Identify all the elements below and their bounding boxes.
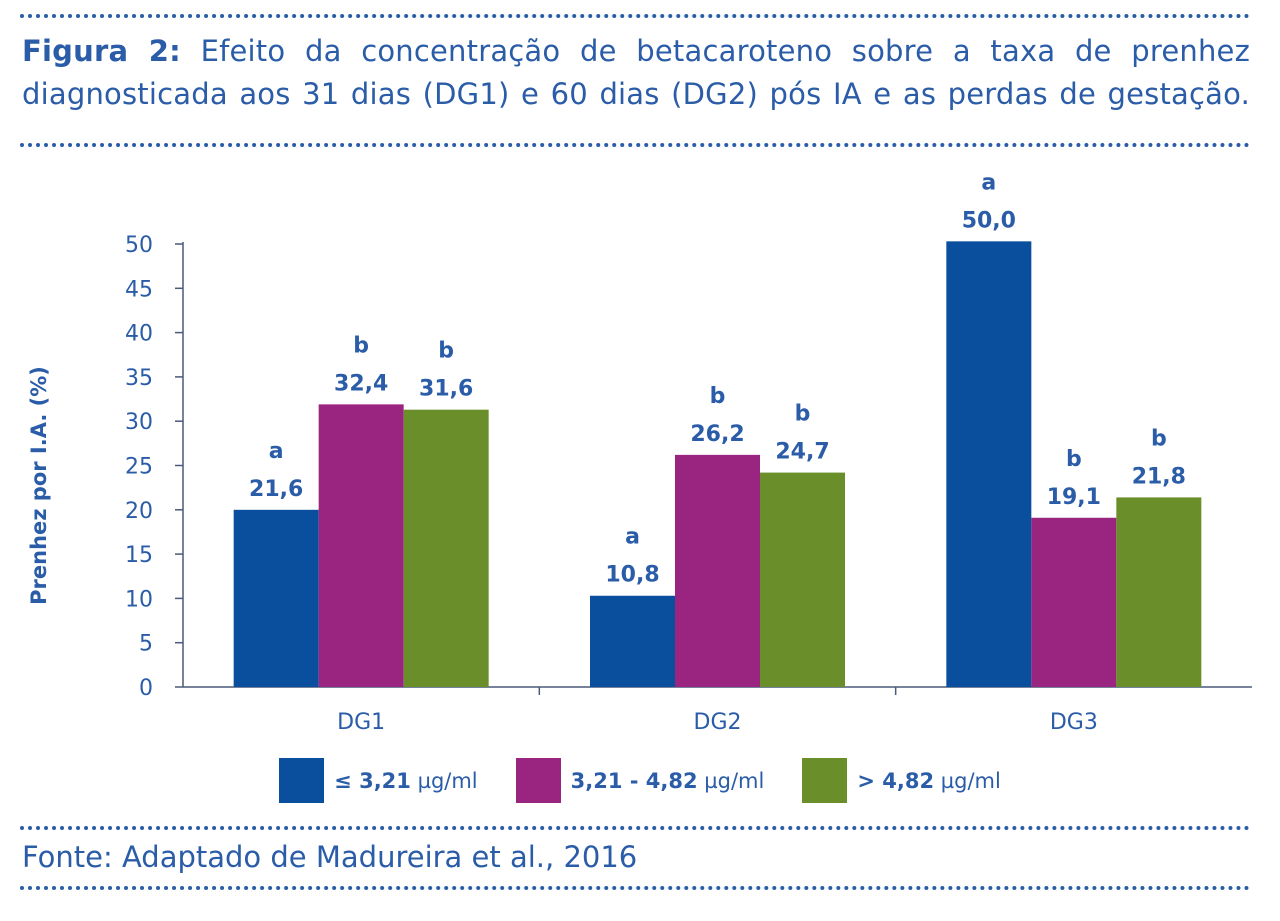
x-tick-label: DG1 [337, 710, 385, 735]
legend-unit-mid: µg/ml [697, 768, 765, 793]
bottom-divider [20, 886, 1250, 890]
legend-item-mid: 3,21 - 4,82 µg/ml [515, 758, 765, 803]
x-tick-label: DG3 [1050, 710, 1098, 735]
y-tick-label: 30 [125, 410, 153, 435]
y-tick-label: 15 [125, 543, 153, 568]
data-label: 19,1 [1047, 485, 1101, 510]
legend-label-high: > 4,82 [857, 768, 935, 793]
legend-swatch-low [279, 758, 325, 803]
y-axis-label: Prenhez por I.A. (%) [27, 366, 51, 605]
legend-item-low: ≤ 3,21 µg/ml [279, 758, 478, 803]
significance-letter: a [269, 439, 284, 464]
bar [590, 595, 675, 687]
data-label: 21,8 [1132, 464, 1186, 489]
significance-letter: b [795, 402, 811, 427]
chart-legend: ≤ 3,21 µg/ml 3,21 - 4,82 µg/ml > 4,82 µg… [0, 758, 1280, 803]
y-tick-label: 40 [125, 322, 153, 347]
y-tick-label: 50 [125, 233, 153, 258]
significance-letter: b [353, 333, 369, 358]
bar [675, 454, 760, 687]
data-label: 10,8 [605, 563, 659, 588]
bar [233, 509, 319, 687]
y-tick-label: 10 [125, 587, 153, 612]
legend-label-mid: 3,21 - 4,82 [570, 768, 698, 793]
significance-letter: b [710, 384, 726, 409]
data-label: 24,7 [775, 440, 829, 465]
data-label: 31,6 [419, 377, 473, 402]
legend-unit-high: µg/ml [934, 768, 1001, 793]
caption-divider [20, 143, 1250, 147]
data-label: 26,2 [690, 422, 744, 447]
legend-swatch-mid [515, 758, 561, 803]
top-divider [20, 14, 1250, 18]
legend-unit-low: µg/ml [410, 768, 478, 793]
significance-letter: a [625, 525, 640, 550]
significance-letter: a [981, 170, 996, 195]
y-tick-label: 35 [125, 366, 153, 391]
significance-letter: b [1151, 426, 1167, 451]
legend-item-high: > 4,82 µg/ml [802, 758, 1001, 803]
legend-divider [20, 826, 1250, 830]
bar [318, 404, 404, 687]
legend-label-low: ≤ 3,21 [334, 768, 411, 793]
x-tick-label: DG2 [694, 710, 742, 735]
y-tick-label: 45 [125, 277, 153, 302]
significance-letter: b [1066, 447, 1082, 472]
data-label: 50,0 [962, 208, 1016, 233]
data-label: 21,6 [249, 477, 303, 502]
bar [946, 241, 1032, 688]
source-note: Fonte: Adaptado de Madureira et al., 201… [22, 840, 638, 874]
caption-text: Efeito da concentração de betacaroteno s… [22, 34, 1251, 111]
figure-caption: Figura 2: Efeito da concentração de beta… [22, 30, 1250, 116]
y-tick-label: 20 [125, 499, 153, 524]
legend-swatch-high [802, 758, 848, 803]
bar [1116, 497, 1202, 687]
bar [403, 409, 489, 687]
bar [760, 472, 845, 687]
y-tick-label: 5 [139, 632, 153, 657]
data-label: 32,4 [334, 371, 388, 396]
bar [1031, 517, 1117, 687]
caption-lead: Figura 2: [22, 34, 181, 68]
y-tick-label: 0 [139, 676, 153, 701]
significance-letter: b [438, 339, 454, 364]
y-tick-label: 25 [125, 455, 153, 480]
